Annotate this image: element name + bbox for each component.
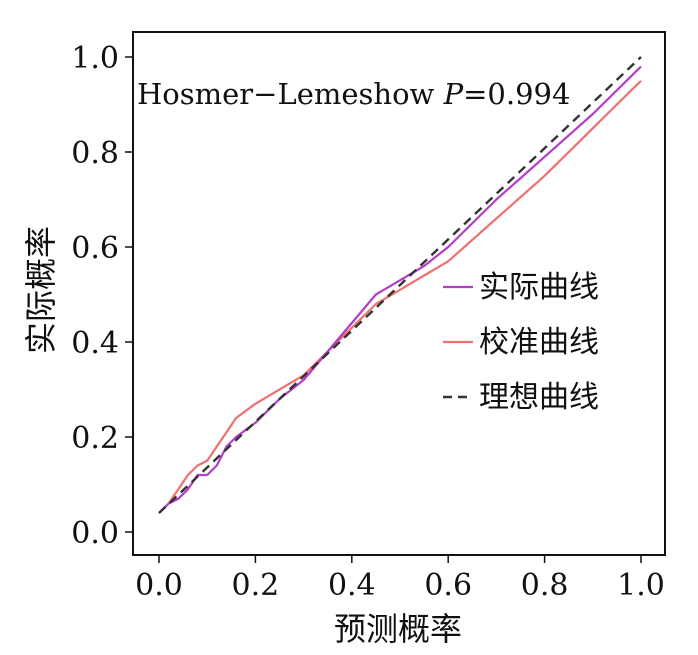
annotation-p: P [443, 77, 464, 111]
y-tick-label: 0.0 [71, 516, 119, 551]
plot-frame [132, 31, 666, 556]
x-tick-label: 0.6 [424, 568, 472, 603]
series-line-1 [158, 80, 642, 514]
hosmer-lemeshow-annotation: Hosmer−Lemeshow P=0.994 [137, 77, 570, 111]
y-tick-label: 0.2 [71, 421, 119, 456]
x-axis-title: 预测概率 [334, 610, 462, 648]
series-line-2 [158, 56, 642, 514]
x-tick-label: 0.8 [521, 568, 569, 603]
x-tick-label: 0.2 [232, 568, 280, 603]
legend-label-2: 理想曲线 [479, 380, 599, 415]
annotation-prefix: Hosmer−Lemeshow [137, 77, 444, 111]
annotation-suffix: =0.994 [463, 77, 570, 111]
x-tick-label: 0.0 [135, 568, 183, 603]
y-tick-label: 0.4 [71, 326, 119, 361]
y-tick-label: 0.8 [71, 136, 119, 171]
legend-label-1: 校准曲线 [479, 325, 599, 360]
y-tick-label: 0.6 [71, 231, 119, 266]
y-tick-label: 1.0 [71, 41, 119, 76]
legend-label-0: 实际曲线 [479, 270, 599, 305]
y-axis-title: 实际概率 [22, 226, 60, 354]
x-tick-label: 1.0 [617, 568, 665, 603]
x-tick-label: 0.4 [328, 568, 376, 603]
